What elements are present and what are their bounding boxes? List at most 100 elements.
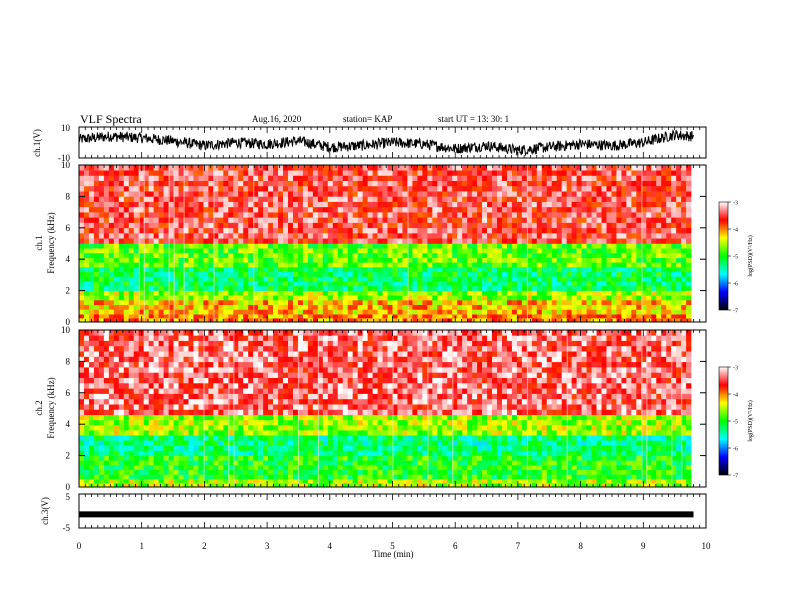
spectrogram-cell	[571, 238, 577, 244]
spectrogram-cell	[606, 196, 612, 202]
spectrogram-cell	[482, 276, 488, 282]
spectrogram-cell	[671, 257, 677, 263]
spectrogram-cell	[636, 290, 642, 296]
spectrogram-cell	[347, 318, 353, 323]
spectrogram-cell	[392, 309, 398, 315]
spectrogram-cell	[128, 479, 135, 484]
spectrogram-cell	[686, 243, 692, 249]
spectrogram-cell	[497, 295, 503, 301]
spectrogram-cell	[203, 170, 209, 176]
spectrogram-cell	[387, 295, 393, 301]
spectrogram-cell	[357, 165, 363, 171]
spectrogram-cell	[83, 465, 90, 471]
spectrogram-cell	[671, 252, 677, 258]
spectrogram-cell	[337, 252, 344, 258]
spectrogram-cell	[273, 248, 279, 254]
spectrogram-cell	[253, 233, 259, 239]
spectrogram-cell	[158, 419, 164, 426]
spectrogram-cell	[253, 217, 259, 223]
spectrogram-cell	[238, 170, 244, 176]
spectrogram-cell	[198, 450, 204, 456]
spectrogram-cell	[437, 271, 443, 277]
spectrogram-cell	[407, 191, 413, 197]
spectrogram-cell	[457, 243, 463, 249]
spectrogram-cell	[437, 233, 443, 239]
spectrogram-cell	[128, 335, 135, 341]
spectrogram-cell	[382, 300, 388, 306]
spectrogram-cell	[218, 340, 224, 347]
spectrogram-cell	[497, 227, 503, 234]
spectrogram-cell	[352, 300, 358, 306]
spectrogram-cell	[417, 222, 423, 229]
spectrogram-cell	[173, 180, 179, 187]
spectrogram-cell	[158, 404, 164, 410]
spectrogram-cell	[661, 233, 667, 239]
spectrogram-cell	[666, 314, 672, 319]
spectrogram-cell	[347, 252, 353, 258]
spectrogram-cell	[656, 170, 662, 176]
spectrogram-cell	[492, 175, 498, 181]
spectrogram-cell	[233, 175, 239, 181]
spectrogram-cell	[531, 262, 538, 268]
spectrogram-cell	[342, 281, 349, 287]
spectrogram-cell	[93, 435, 100, 441]
spectrogram-cell	[288, 257, 294, 263]
spectrogram-cell	[83, 398, 90, 405]
spectrogram-cell	[681, 233, 687, 239]
spectrogram-cell	[133, 222, 140, 229]
spectrogram-cell	[123, 424, 130, 431]
spectrogram-cell	[472, 276, 478, 282]
spectrogram-cell	[128, 252, 135, 258]
spectrogram-cell	[487, 281, 493, 287]
spectrogram-cell	[387, 175, 393, 181]
spectrogram-cell	[561, 262, 567, 268]
spectrogram-cell	[188, 419, 194, 426]
spectrogram-cell	[377, 309, 383, 315]
spectrogram-cell	[188, 424, 194, 431]
spectrogram-cell	[148, 388, 154, 394]
spectrogram-cell	[402, 281, 408, 287]
spectrogram-cell	[497, 165, 503, 171]
spectrogram-cell	[163, 185, 169, 192]
spectrogram-cell	[382, 318, 388, 323]
spectrogram-cell	[113, 424, 120, 431]
spectrogram-cell	[108, 238, 115, 244]
spectrogram-cell	[208, 212, 214, 218]
spectrogram-cell	[133, 361, 140, 368]
spectrogram-cell	[606, 170, 612, 176]
spectrogram-cell	[452, 227, 458, 234]
spectrogram-cell	[337, 248, 344, 254]
spectrogram-cell	[611, 227, 617, 234]
spectrogram-cell	[437, 276, 443, 282]
spectrogram-cell	[551, 170, 558, 176]
spectrogram-cell	[636, 300, 642, 306]
spectrogram-cell	[183, 469, 189, 475]
spectrogram-cell	[467, 170, 473, 176]
spectrogram-cell	[307, 222, 314, 229]
spectrogram-cell	[596, 243, 602, 249]
spectrogram-cell	[636, 233, 642, 239]
spectrogram-cell	[203, 479, 209, 484]
spectrogram-cell	[158, 222, 164, 229]
spectrogram-cell	[183, 330, 189, 336]
spectrogram-cell	[571, 309, 577, 315]
spectrogram-cell	[103, 483, 110, 488]
spectrogram-cell	[357, 290, 363, 296]
spectrogram-cell	[432, 201, 438, 208]
spectrogram-cell	[263, 201, 269, 208]
spectrogram-cell	[556, 175, 562, 181]
spectrogram-cell	[531, 314, 538, 319]
spectrogram-cell	[93, 285, 100, 291]
spectrogram-cell	[218, 248, 224, 254]
spectrogram-cell	[661, 304, 667, 310]
spectrogram-cell	[83, 460, 90, 466]
spectrogram-cell	[138, 377, 144, 384]
spectrogram-cell	[681, 243, 687, 249]
spectrogram-cell	[168, 398, 174, 405]
spectrogram-cell	[546, 233, 553, 239]
spectrogram-cell	[198, 404, 204, 410]
spectrogram-cell	[626, 314, 632, 319]
spectrogram-cell	[223, 460, 229, 466]
spectrogram-cell	[138, 445, 144, 451]
spectrogram-cell	[297, 201, 304, 208]
